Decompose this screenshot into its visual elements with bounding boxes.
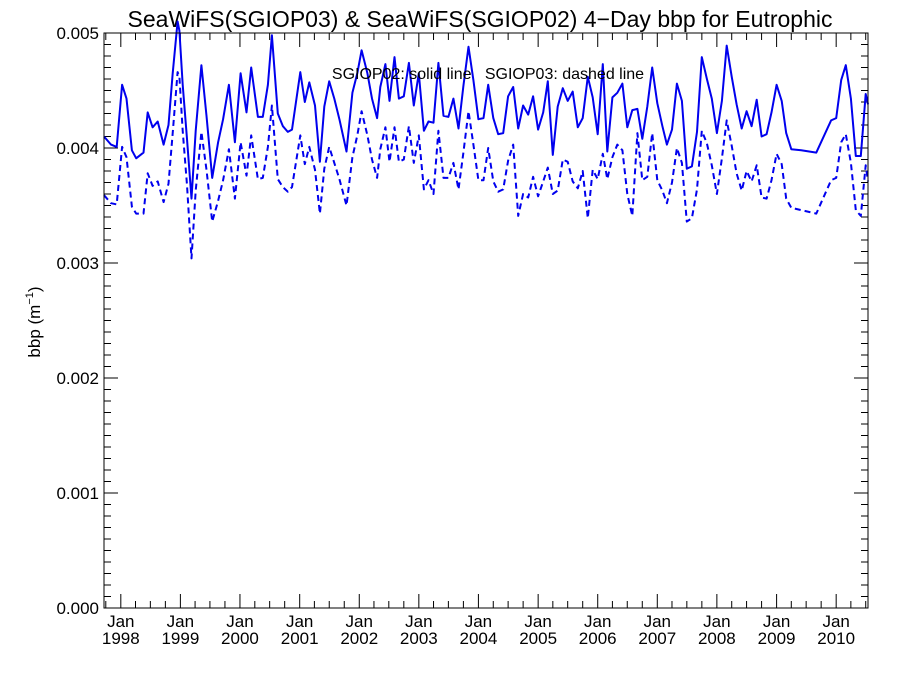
series-lines: [103, 20, 869, 260]
x-tick-label-month: Jan: [703, 612, 730, 631]
x-tick-label-month: Jan: [822, 612, 849, 631]
x-tick-label-year: 2003: [400, 629, 438, 648]
chart-title: SeaWiFS(SGIOP03) & SeaWiFS(SGIOP02) 4−Da…: [128, 6, 833, 32]
x-tick-label-month: Jan: [226, 612, 253, 631]
x-tick-label-month: Jan: [465, 612, 492, 631]
y-tick-label: 0.005: [56, 24, 99, 43]
x-tick-label-month: Jan: [644, 612, 671, 631]
x-tick-label-year: 1999: [161, 629, 199, 648]
x-tick-label-year: 2008: [698, 629, 736, 648]
y-tick-label: 0.000: [56, 599, 99, 618]
x-tick-label-year: 2002: [340, 629, 378, 648]
y-axis-label-exponent: −1: [24, 292, 36, 305]
x-tick-label-year: 2000: [221, 629, 259, 648]
x-tick-label-month: Jan: [763, 612, 790, 631]
x-tick-label-year: 2010: [817, 629, 855, 648]
x-tick-label-year: 2006: [579, 629, 617, 648]
x-tick-label-month: Jan: [584, 612, 611, 631]
x-tick-label-year: 2009: [758, 629, 796, 648]
x-tick-label-year: 2001: [281, 629, 319, 648]
x-tick-label-year: 1998: [102, 629, 140, 648]
x-tick-label-month: Jan: [286, 612, 313, 631]
plot-frame: [103, 32, 869, 609]
x-tick-label-year: 2004: [459, 629, 497, 648]
series-line-sgiop02: [103, 20, 869, 200]
x-tick-label-month: Jan: [524, 612, 551, 631]
y-tick-label: 0.004: [56, 139, 99, 158]
x-tick-label-month: Jan: [167, 612, 194, 631]
x-tick-label-year: 2007: [638, 629, 676, 648]
y-axis-label-text: bbp (m: [25, 305, 44, 358]
axis-tick-labels: 0.0000.0010.0020.0030.0040.005Jan1998Jan…: [56, 24, 855, 648]
y-tick-label: 0.003: [56, 254, 99, 273]
x-tick-label-year: 2005: [519, 629, 557, 648]
x-tick-label-month: Jan: [107, 612, 134, 631]
y-tick-label: 0.002: [56, 369, 99, 388]
y-tick-label: 0.001: [56, 484, 99, 503]
x-tick-label-month: Jan: [405, 612, 432, 631]
x-tick-label-month: Jan: [346, 612, 373, 631]
y-axis-label: bbp (m−1): [24, 286, 44, 357]
y-axis-label-close: ): [25, 286, 44, 292]
line-style-annotation: SGIOP02: solid line SGIOP03: dashed line: [332, 66, 644, 83]
series-line-sgiop03: [103, 71, 869, 260]
